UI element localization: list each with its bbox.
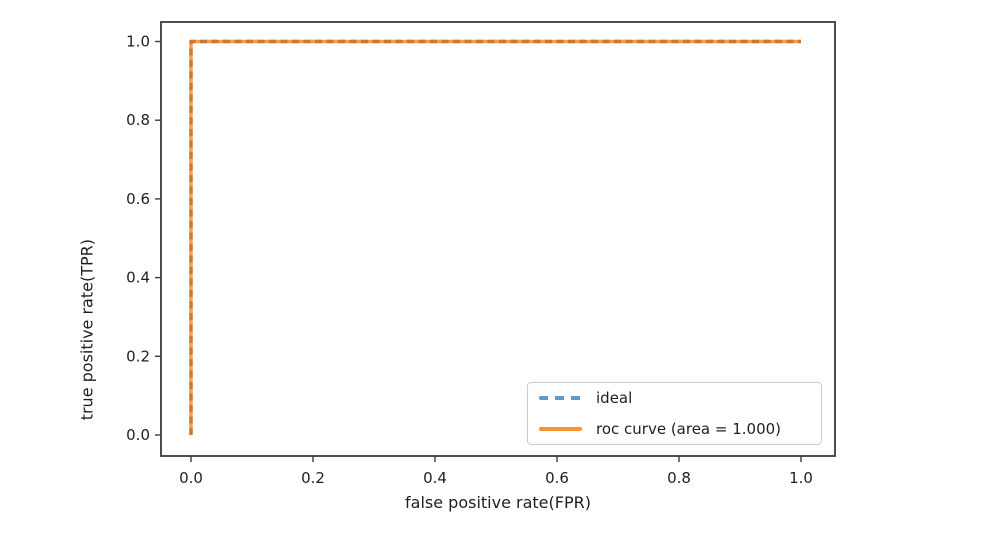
- axes-box: [160, 21, 836, 457]
- ideal-dashed-line-icon: [539, 396, 582, 401]
- y-tick-label: 0.2: [126, 347, 150, 365]
- y-tick-label: 0.0: [126, 426, 150, 444]
- legend-entry-ideal: ideal: [539, 383, 821, 414]
- ideal-line: [189, 39, 801, 435]
- legend-label-ideal: ideal: [596, 389, 633, 408]
- legend: ideal roc curve (area = 1.000): [527, 382, 822, 445]
- legend-label-roc: roc curve (area = 1.000): [596, 419, 782, 438]
- y-tick-label: 0.6: [126, 190, 150, 208]
- y-tick-label: 0.4: [126, 269, 150, 287]
- x-tick-label: 0.2: [301, 469, 325, 487]
- x-axis-label: false positive rate(FPR): [405, 493, 591, 512]
- y-axis-label: true positive rate(TPR): [77, 238, 96, 421]
- x-tick-label: 0.6: [545, 469, 569, 487]
- roc-curve-line: [189, 39, 801, 435]
- x-tick-label: 0.8: [667, 469, 691, 487]
- x-tick-label: 0.0: [179, 469, 203, 487]
- y-tick-label: 0.8: [126, 111, 150, 129]
- x-tick-label: 0.4: [423, 469, 447, 487]
- roc-solid-line-icon: [539, 426, 582, 431]
- legend-entry-roc: roc curve (area = 1.000): [539, 414, 821, 445]
- x-tick-label: 1.0: [789, 469, 813, 487]
- y-tick-label: 1.0: [126, 33, 150, 51]
